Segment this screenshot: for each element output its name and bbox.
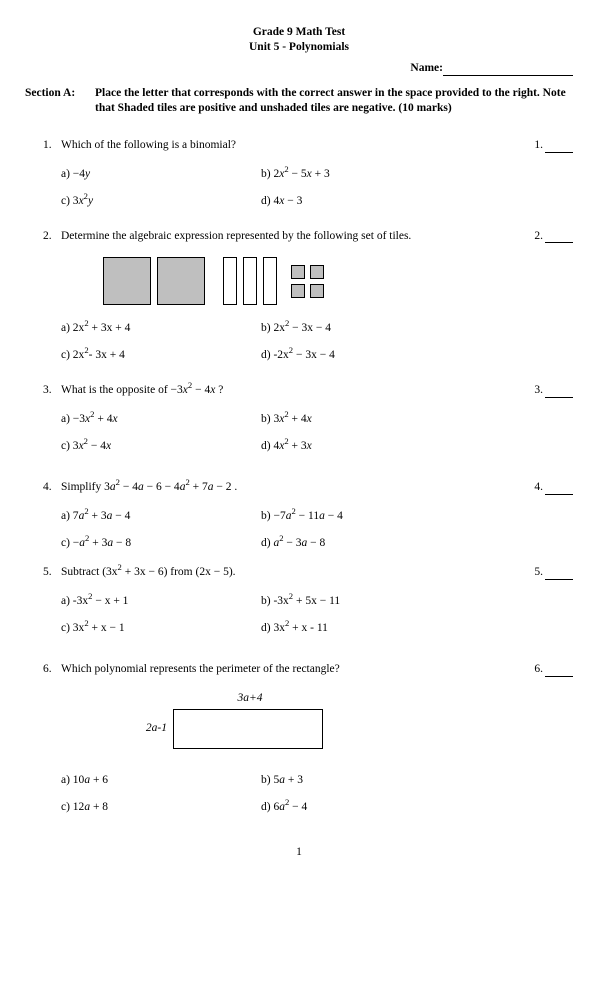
q6-rectangle: 3a+4 2a-1 (133, 691, 523, 749)
q4-number: 4. (43, 480, 52, 495)
q2-blank[interactable] (545, 242, 573, 243)
name-line: Name: (25, 61, 573, 76)
question-4: 4. Simplify 3a2 − 4a − 6 − 4a2 + 7a − 2 … (25, 480, 573, 551)
rect-top-label: 3a+4 (175, 691, 325, 706)
title-line-1: Grade 9 Math Test (25, 25, 573, 40)
name-label: Name: (410, 62, 443, 74)
q5-answer-slot: 5. (534, 565, 573, 580)
q4-choice-c: c) −a2 + 3a − 8 (61, 536, 261, 551)
q1-choice-c: c) 3x2y (61, 194, 261, 209)
q6-text: Which polynomial represents the perimete… (61, 662, 523, 677)
q1-blank[interactable] (545, 152, 573, 153)
tile-x-unshaded (223, 257, 237, 305)
q2-choice-c: c) 2x2- 3x + 4 (61, 348, 261, 363)
q2-text: Determine the algebraic expression repre… (61, 229, 523, 244)
q4-choice-d: d) a2 − 3a − 8 (261, 536, 461, 551)
rect-side-label: 2a-1 (133, 721, 173, 736)
q1-choice-a: a) −4y (61, 167, 261, 182)
doc-header: Grade 9 Math Test Unit 5 - Polynomials (25, 25, 573, 55)
q1-choice-d: d) 4x − 3 (261, 194, 461, 209)
q4-choice-b: b) −7a2 − 11a − 4 (261, 509, 461, 524)
name-blank[interactable] (443, 75, 573, 76)
page-number: 1 (25, 845, 573, 860)
q6-choice-b: b) 5a + 3 (261, 773, 461, 788)
q6-choice-d: d) 6a2 − 4 (261, 800, 461, 815)
title-line-2: Unit 5 - Polynomials (25, 40, 573, 55)
q1-number: 1. (43, 138, 52, 153)
q3-choice-b: b) 3x2 + 4x (261, 412, 461, 427)
q5-blank[interactable] (545, 579, 573, 580)
section-instructions: Place the letter that corresponds with t… (95, 86, 573, 116)
q5-number: 5. (43, 565, 52, 580)
q3-choice-a: a) −3x2 + 4x (61, 412, 261, 427)
q6-blank[interactable] (545, 676, 573, 677)
q6-answer-slot: 6. (534, 662, 573, 677)
q3-number: 3. (43, 383, 52, 398)
q4-text: Simplify 3a2 − 4a − 6 − 4a2 + 7a − 2 . (61, 480, 523, 495)
q6-choice-a: a) 10a + 6 (61, 773, 261, 788)
q3-choice-c: c) 3x2 − 4x (61, 439, 261, 454)
q1-answer-slot: 1. (534, 138, 573, 153)
q3-choice-d: d) 4x2 + 3x (261, 439, 461, 454)
q2-choice-b: b) 2x2 − 3x − 4 (261, 321, 461, 336)
q4-blank[interactable] (545, 494, 573, 495)
q2-choice-d: d) -2x2 − 3x − 4 (261, 348, 461, 363)
q5-choice-c: c) 3x2 + x − 1 (61, 621, 261, 636)
q4-answer-slot: 4. (534, 480, 573, 495)
q3-blank[interactable] (545, 397, 573, 398)
rect-box (173, 709, 323, 749)
q1-text: Which of the following is a binomial? (61, 138, 523, 153)
tile-x2-shaded (157, 257, 205, 305)
q2-number: 2. (43, 229, 52, 244)
q2-choice-a: a) 2x2 + 3x + 4 (61, 321, 261, 336)
question-2: 2. Determine the algebraic expression re… (25, 229, 573, 364)
q4-choice-a: a) 7a2 + 3a − 4 (61, 509, 261, 524)
tile-x2-shaded (103, 257, 151, 305)
q2-tiles (103, 257, 523, 305)
section-a-row: Section A: Place the letter that corresp… (25, 86, 573, 116)
q1-choice-b: b) 2x2 − 5x + 3 (261, 167, 461, 182)
q5-choice-d: d) 3x2 + x - 11 (261, 621, 461, 636)
tile-unit-shaded (291, 284, 305, 298)
tile-unit-shaded (291, 265, 305, 279)
tile-x-unshaded (263, 257, 277, 305)
q2-answer-slot: 2. (534, 229, 573, 244)
tile-unit-shaded (310, 284, 324, 298)
q5-choice-a: a) -3x2 − x + 1 (61, 594, 261, 609)
q5-choice-b: b) -3x2 + 5x − 11 (261, 594, 461, 609)
section-label: Section A: (25, 86, 95, 101)
question-3: 3. What is the opposite of −3x2 − 4x ? a… (25, 383, 573, 454)
q3-text: What is the opposite of −3x2 − 4x ? (61, 383, 523, 398)
question-6: 6. Which polynomial represents the perim… (25, 662, 573, 815)
q5-text: Subtract (3x2 + 3x − 6) from (2x − 5). (61, 565, 523, 580)
tile-x-unshaded (243, 257, 257, 305)
tile-unit-shaded (310, 265, 324, 279)
question-1: 1. Which of the following is a binomial?… (25, 138, 573, 209)
question-5: 5. Subtract (3x2 + 3x − 6) from (2x − 5)… (25, 565, 573, 636)
q3-answer-slot: 3. (534, 383, 573, 398)
q6-choice-c: c) 12a + 8 (61, 800, 261, 815)
q6-number: 6. (43, 662, 52, 677)
